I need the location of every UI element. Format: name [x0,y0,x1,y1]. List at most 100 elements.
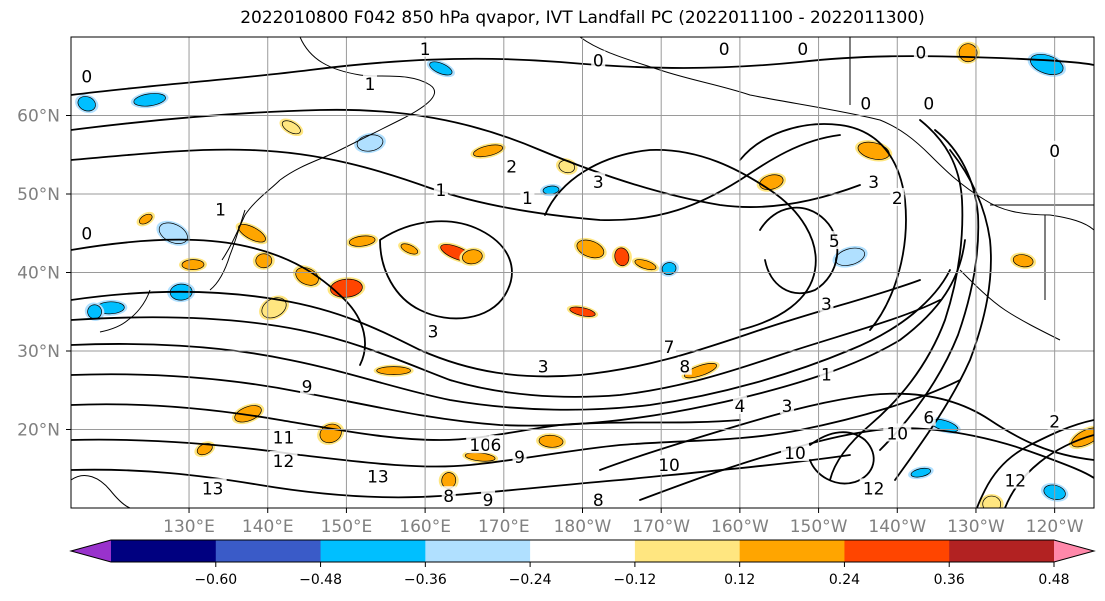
lon-tick-label: 150°W [790,517,848,537]
contour-label-bg [890,187,905,206]
chart-title: 2022010800 F042 850 hPa qvapor, IVT Land… [240,8,925,28]
coastline-segment [99,289,151,333]
contour-label: 7 [664,338,675,358]
shaded-patch [139,213,153,225]
lon-tick-label: 150°E [321,517,373,537]
lon-tick-label: 140°W [868,517,926,537]
contour-label-bg [300,376,315,395]
contour-label-bg [795,38,810,57]
lon-tick-label: 120°W [1026,517,1084,537]
contour-label: 1 [215,201,226,221]
colorbar-tick-label: −0.60 [194,572,237,588]
coastline-segment [279,37,436,181]
contour-label-bg [677,356,692,375]
contour-label: 1 [420,40,431,60]
contour-label: 3 [782,397,793,417]
contour-label-bg [819,293,834,312]
shaded-patch [133,93,166,107]
lon-tick-label: 160°W [711,517,769,537]
contour-label: 2 [1049,413,1060,433]
contour-label: 6 [491,436,502,456]
contour-label-bg [198,478,227,497]
coastline-segment [71,475,131,508]
shaded-anomaly-layer [75,41,1094,508]
colorbar-bin [111,540,217,562]
coastline-segment [221,179,281,261]
contour-label-bg [363,466,392,485]
contour-label: 0 [1049,142,1060,162]
colorbar-bin [530,540,636,562]
contour-label-bg [481,490,496,508]
shaded-patch [462,249,483,265]
contour-label: 6 [923,409,934,429]
contour-label-bg [425,321,440,340]
contour-label-bg [866,172,881,191]
ivt-contour [71,269,951,411]
shaded-patch [576,239,605,259]
contour-label-bg [1047,140,1062,159]
contour-label: 4 [734,397,745,417]
colorbar-tick-label: 0.12 [724,572,755,588]
contour-label-bg [858,93,873,112]
colorbar-bin [215,540,322,562]
contour-label: 3 [821,295,832,315]
coastline-layer [71,37,1094,508]
ivt-contour [71,108,861,208]
contour-label-bg [1001,470,1030,489]
colorbar: −0.60 −0.48 −0.36 −0.24 −0.12 0.12 0.24 0.36 0.4… [69,539,1096,588]
colorbar-bin [425,540,531,562]
contour-label-bg [921,93,936,112]
shaded-patch [400,243,419,255]
colorbar-min-extend [71,540,111,562]
contour-label: 10 [658,456,680,476]
contour-label-bg [591,490,606,508]
colorbar-bin [844,540,950,562]
colorbar-outline [69,539,1096,563]
ivt-contour [976,419,1094,508]
contour-label-bg [512,446,527,465]
contour-label-bg [655,454,684,473]
contour-label-bg [213,199,228,218]
shaded-patch [348,235,376,247]
shaded-patch [234,405,262,423]
shaded-patch [238,224,266,243]
ivt-contour [1004,434,1094,508]
contour-label: 5 [829,232,840,252]
shaded-patch [538,434,564,448]
lon-tick-label: 170°W [632,517,690,537]
shaded-patch [376,366,411,375]
contour-label: 9 [302,377,313,397]
shaded-patch [473,144,504,158]
coastline-segment [579,37,986,201]
contour-label-bg [859,478,888,497]
contour-label-bg [780,443,809,462]
contour-label-bg [717,38,732,57]
contour-label-bg [504,156,519,175]
lon-tick-label: 180°W [554,517,612,537]
contour-label: 3 [868,173,879,193]
lat-tick-label: 60°N [17,107,60,127]
shaded-patch [429,61,453,76]
contour-label: 10 [886,424,908,444]
shaded-patch [281,120,301,135]
contour-label: 12 [273,452,295,472]
lon-tick-label: 170°E [478,517,530,537]
contour-label: 0 [81,224,92,244]
contour-label: 1 [435,181,446,201]
contour-label-bg [441,486,456,505]
colorbar-tick-label: −0.12 [613,572,656,588]
contour-label: 8 [443,487,454,507]
lat-tick-label: 40°N [17,264,60,284]
contour-label-bg [79,66,94,85]
contour-label: 12 [1004,472,1026,492]
ivt-contour [599,392,1094,471]
contour-label-bg [591,172,606,191]
contour-label-bg [269,450,298,469]
contour-label: 0 [81,67,92,87]
contour-label-bg [1047,411,1062,430]
shaded-patch [982,495,1002,508]
contour-label: 0 [593,52,604,72]
contour-label: 0 [719,40,730,60]
contour-label: 2 [892,189,903,209]
